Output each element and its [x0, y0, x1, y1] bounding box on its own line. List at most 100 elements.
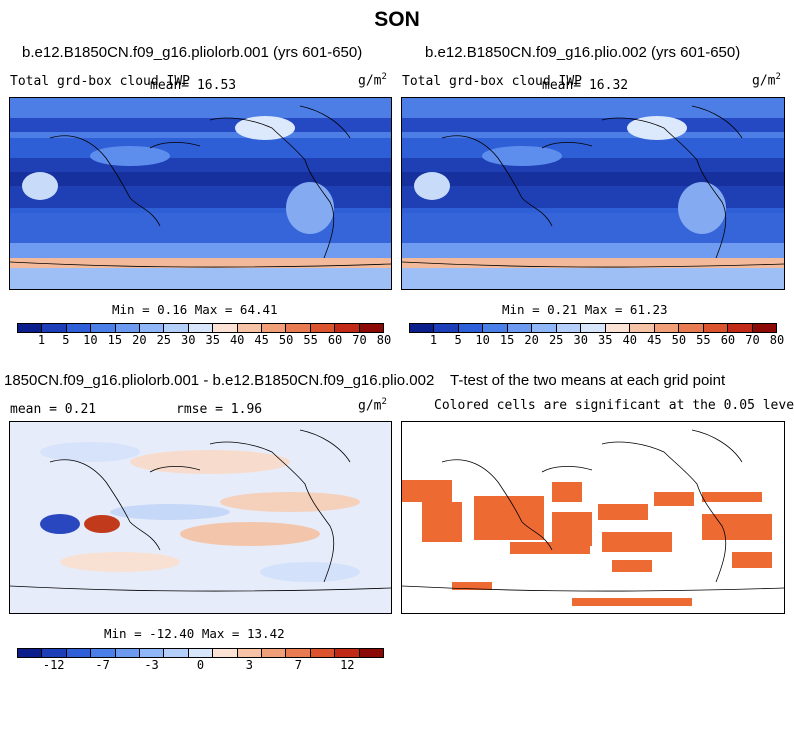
colorbar-bin	[140, 324, 165, 332]
bottom-left-rmse: rmse = 1.96	[176, 402, 263, 417]
colorbar-bin	[213, 649, 238, 657]
colorbar-tick-label: 20	[132, 333, 147, 347]
colorbar-tick-label: 10	[475, 333, 490, 347]
colorbar-tick-label: 5	[62, 333, 70, 347]
colorbar-bin	[140, 649, 165, 657]
colorbar-bin	[188, 324, 214, 332]
colorbar-tick-label: 80	[769, 333, 785, 347]
bottom-left-mean: mean = 0.21	[10, 402, 97, 417]
colorbar-bin	[213, 324, 238, 332]
colorbar-bin	[654, 324, 680, 332]
colorbar-tick-labels: 1 5 10 15 20 25 30 35 40 45 50 55 60 70 80	[409, 333, 784, 347]
top-left-mean: mean= 16.53	[150, 78, 237, 93]
colorbar-tick-label: 0	[196, 658, 205, 672]
colorbar-tick-label: 5	[454, 333, 462, 347]
colorbar-bin	[410, 324, 435, 332]
colorbar-tick-label: 25	[548, 333, 564, 347]
significant-cell	[612, 560, 652, 572]
top-right-mean: mean= 16.32	[542, 78, 629, 93]
colorbar-bin	[188, 649, 214, 657]
significant-cell	[702, 514, 772, 540]
colorbar-bin	[359, 324, 384, 332]
colorbar-tick-label: 55	[303, 333, 318, 347]
colorbar-bin	[42, 649, 67, 657]
top-right-units: g/m2	[752, 72, 781, 89]
colorbar-bin	[679, 324, 704, 332]
colorbar-tick-label: 3	[245, 658, 254, 672]
top-right-colorbar: 1 5 10 15 20 25 30 35 40 45 50 55 60 70 80	[409, 323, 784, 347]
colorbar-tick-label: 60	[720, 333, 736, 347]
colorbar-tick-label: 1	[429, 333, 438, 347]
colorbar-tick-label: -7	[95, 658, 110, 672]
colorbar-tick-label: 80	[376, 333, 392, 347]
colorbar-bin	[18, 649, 43, 657]
colorbar-tick-label: -12	[42, 658, 65, 672]
colorbar-tick-label: 40	[229, 333, 245, 347]
colorbar-tick-label: 70	[745, 333, 760, 347]
colorbar-bin	[66, 649, 92, 657]
significant-cell	[732, 552, 772, 568]
colorbar-bin	[115, 649, 141, 657]
colorbar-bin	[752, 324, 777, 332]
colorbar-bin	[359, 649, 384, 657]
significant-cell	[602, 532, 672, 552]
significant-cell	[552, 512, 592, 546]
bottom-left-case-title: 1850CN.f09_g16.pliolorb.001 - b.e12.B185…	[4, 372, 435, 389]
colorbar-bin	[42, 324, 67, 332]
colorbar-bin	[458, 324, 484, 332]
colorbar-bin	[91, 324, 116, 332]
colorbar-tick-label: 40	[622, 333, 638, 347]
colorbar-bin	[164, 649, 189, 657]
top-right-case-title: b.e12.B1850CN.f09_g16.plio.002 (yrs 601-…	[425, 44, 741, 61]
colorbar-bin	[434, 324, 459, 332]
top-right-map	[401, 97, 785, 290]
top-right-minmax: Min = 0.21 Max = 61.23	[502, 302, 668, 317]
colorbar-tick-label: 60	[327, 333, 343, 347]
colorbar-tick-label: -3	[144, 658, 159, 672]
colorbar-bin	[483, 324, 508, 332]
significant-cell	[510, 542, 590, 554]
colorbar-tick-labels: 1 5 10 15 20 25 30 35 40 45 50 55 60 70 80	[17, 333, 391, 347]
figure-title: SON	[374, 8, 420, 31]
colorbar-tick-label: 45	[647, 333, 662, 347]
colorbar-tick-label: 25	[156, 333, 172, 347]
colorbar-bin	[286, 649, 311, 657]
colorbar-bin	[262, 324, 287, 332]
colorbar-bin	[581, 324, 606, 332]
colorbar-tick-labels: -12 -7 -3 0 3 7 12	[17, 658, 384, 672]
colorbar-tick-label: 50	[278, 333, 294, 347]
significant-cell	[452, 582, 492, 590]
top-left-units: g/m2	[358, 72, 387, 89]
colorbar-bin	[237, 649, 263, 657]
colorbar-tick-label: 50	[671, 333, 687, 347]
colorbar-bin	[310, 649, 336, 657]
colorbar-bin	[237, 324, 263, 332]
bottom-left-map	[9, 421, 392, 614]
bottom-left-units: g/m2	[358, 397, 387, 414]
colorbar-bin	[630, 324, 655, 332]
colorbar-tick-label: 10	[83, 333, 98, 347]
significant-cell	[552, 482, 582, 502]
colorbar-bin	[507, 324, 533, 332]
colorbar-bins	[17, 323, 384, 333]
colorbar-bin	[605, 324, 631, 332]
colorbar-bin	[91, 649, 116, 657]
colorbar-tick-label: 35	[598, 333, 613, 347]
colorbar-tick-label: 15	[499, 333, 515, 347]
colorbar-bin	[115, 324, 141, 332]
colorbar-bin	[532, 324, 557, 332]
significant-cell	[402, 480, 452, 502]
colorbar-tick-label: 30	[573, 333, 588, 347]
bottom-right-case-title: T-test of the two means at each grid poi…	[450, 372, 726, 389]
colorbar-bin	[66, 324, 92, 332]
colorbar-tick-label: 35	[205, 333, 220, 347]
significant-cell	[702, 492, 762, 502]
colorbar-tick-label: 20	[524, 333, 539, 347]
colorbar-bins	[409, 323, 777, 333]
top-left-colorbar: 1 5 10 15 20 25 30 35 40 45 50 55 60 70 80	[17, 323, 391, 347]
colorbar-tick-label: 45	[254, 333, 269, 347]
colorbar-bin	[18, 324, 43, 332]
colorbar-bin	[335, 649, 360, 657]
colorbar-bin	[556, 324, 582, 332]
top-right-variable: Total grd-box cloud IWP	[402, 74, 583, 89]
